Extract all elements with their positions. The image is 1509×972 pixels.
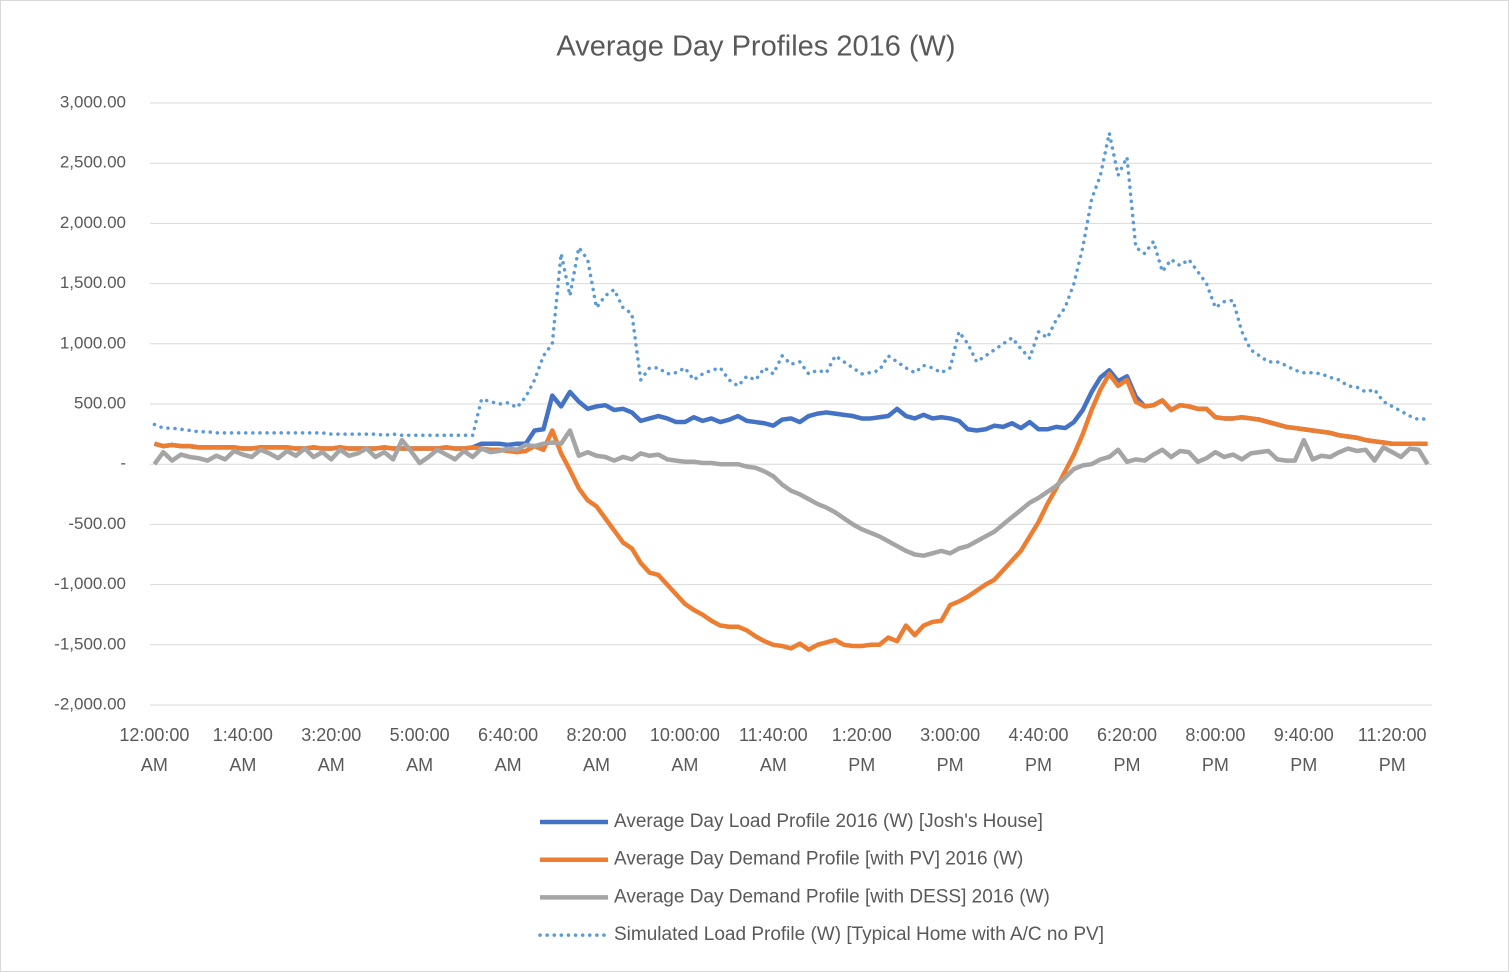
x-tick-label: 11:20:00 PM bbox=[1357, 725, 1427, 775]
x-tick-label: 8:20:00 AM bbox=[566, 725, 627, 775]
series-line bbox=[152, 131, 1430, 438]
series-line bbox=[152, 428, 1430, 558]
legend-label: Simulated Load Profile (W) [Typical Home… bbox=[614, 924, 1104, 945]
y-tick-label: 2,000.00 bbox=[60, 213, 126, 232]
y-tick-label: -500.00 bbox=[68, 514, 126, 533]
y-tick-label: 3,000.00 bbox=[60, 92, 126, 111]
x-tick-label: 1:20:00 PM bbox=[831, 725, 892, 775]
y-tick-label: -2,000.00 bbox=[54, 694, 126, 713]
y-tick-label: - bbox=[120, 454, 126, 473]
series-line bbox=[153, 368, 1428, 451]
y-tick-label: -1,000.00 bbox=[54, 574, 126, 593]
legend-label: Average Day Load Profile 2016 (W) [Josh'… bbox=[614, 811, 1043, 832]
legend-label: Average Day Demand Profile [with DESS] 2… bbox=[614, 886, 1050, 907]
x-tick-label: 5:00:00 AM bbox=[389, 725, 450, 775]
x-tick-label: 10:00:00 AM bbox=[649, 725, 720, 775]
y-tick-label: 1,000.00 bbox=[60, 333, 126, 352]
y-tick-label: 2,500.00 bbox=[60, 153, 126, 172]
x-tick-label: 4:40:00 PM bbox=[1008, 725, 1069, 775]
x-tick-label: 1:40:00 AM bbox=[212, 725, 273, 775]
y-tick-label: 1,500.00 bbox=[60, 273, 126, 292]
legend-label: Average Day Demand Profile [with PV] 201… bbox=[614, 849, 1023, 870]
x-tick-label: 8:00:00 PM bbox=[1185, 725, 1246, 775]
x-tick-label: 3:00:00 PM bbox=[920, 725, 981, 775]
x-tick-label: 6:20:00 PM bbox=[1096, 725, 1157, 775]
x-tick-label: 12:00:00 AM bbox=[119, 725, 190, 775]
series-line bbox=[153, 371, 1428, 652]
y-tick-label: -1,500.00 bbox=[54, 634, 126, 653]
x-tick-label: 11:40:00 AM bbox=[738, 725, 808, 775]
x-tick-label: 9:40:00 PM bbox=[1273, 725, 1334, 775]
x-tick-label: 3:20:00 AM bbox=[301, 725, 362, 775]
x-tick-label: 6:40:00 AM bbox=[478, 725, 539, 775]
chart-title: Average Day Profiles 2016 (W) bbox=[556, 31, 955, 63]
y-tick-label: 500.00 bbox=[74, 393, 126, 412]
